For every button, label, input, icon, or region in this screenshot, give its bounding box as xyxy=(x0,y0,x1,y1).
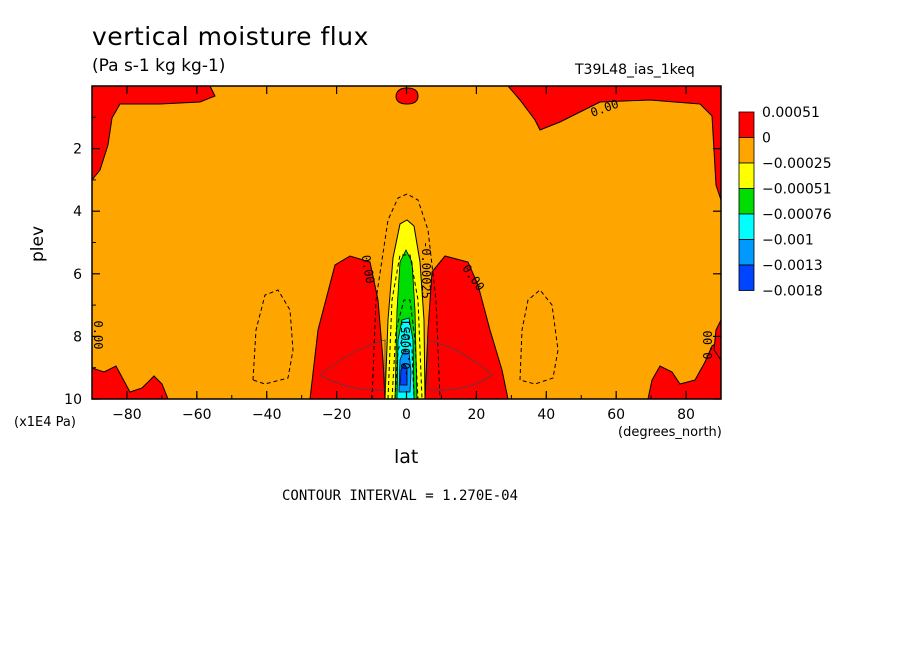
colorbar-swatch xyxy=(738,264,755,291)
positive-inner-contours xyxy=(319,339,493,391)
region-positive-upper-left xyxy=(92,86,216,181)
region-positive-right-lobe xyxy=(424,255,509,399)
colorbar-swatch xyxy=(738,188,755,215)
chart-title: vertical moisture flux xyxy=(92,22,369,51)
region-negative-darkblue xyxy=(399,363,408,386)
region-positive-bottom-left xyxy=(92,365,169,399)
negative-contours xyxy=(252,193,559,399)
contour-label: -0.00051 xyxy=(399,319,413,377)
dataset-label: T39L48_ias_1keq xyxy=(575,62,695,78)
y-axis-unit: (x1E4 Pa) xyxy=(14,415,76,430)
colorbar-label: −0.001 xyxy=(762,233,814,249)
y-tick-label: 2 xyxy=(73,142,82,158)
x-tick-label: −40 xyxy=(252,407,282,423)
x-tick-label: 20 xyxy=(467,407,485,423)
colorbar-label: −0.00025 xyxy=(762,156,832,172)
contour-label: -0.00025 xyxy=(419,241,433,299)
x-tick-label: −80 xyxy=(112,407,142,423)
x-axis-ticks: −80 −60 −40 −20 0 20 40 60 80 xyxy=(91,86,722,423)
contour-interval-note: CONTOUR INTERVAL = 1.270E-04 xyxy=(282,488,519,504)
colorbar-label: −0.0018 xyxy=(762,284,823,300)
contour-label: 0.00 xyxy=(359,254,378,285)
region-positive-top-center xyxy=(395,87,419,105)
y-axis-ticks: 2 4 6 8 10 xyxy=(64,116,721,408)
colorbar-swatch xyxy=(738,162,755,189)
x-tick-label: 40 xyxy=(537,407,555,423)
colorbar: 0.00051 0 −0.00025 −0.00051 −0.00076 −0.001 −0… xyxy=(738,105,832,300)
contour-label: 0.00 xyxy=(701,331,715,360)
contour-label: 0.00 xyxy=(91,321,105,350)
colorbar-label: −0.00051 xyxy=(762,182,832,198)
x-tick-label: −20 xyxy=(322,407,352,423)
x-tick-label: 80 xyxy=(677,407,695,423)
x-axis-label: lat xyxy=(394,446,419,468)
colorbar-label: 0.00051 xyxy=(762,105,820,121)
colorbar-label: −0.00076 xyxy=(762,207,832,223)
y-tick-label: 8 xyxy=(73,329,82,345)
x-tick-label: 0 xyxy=(402,407,411,423)
colorbar-swatch xyxy=(738,213,755,240)
x-tick-label: 60 xyxy=(607,407,625,423)
y-tick-label: 10 xyxy=(64,392,82,408)
region-positive-bottom-right xyxy=(647,339,721,399)
contour-labels: 0.000.00 0.000.00 0.00-0.00025-0.00051 xyxy=(91,97,715,377)
x-axis-unit: (degrees_north) xyxy=(618,425,722,440)
region-positive-left-lobe xyxy=(309,255,386,399)
colorbar-swatch xyxy=(738,111,755,138)
colorbar-label: −0.0013 xyxy=(762,258,823,274)
x-tick-label: −60 xyxy=(182,407,212,423)
chart-subtitle: (Pa s-1 kg kg-1) xyxy=(92,56,226,76)
y-tick-label: 4 xyxy=(73,204,82,220)
colorbar-swatch xyxy=(738,239,755,266)
region-positive-right-edge xyxy=(713,319,721,361)
y-tick-label: 6 xyxy=(73,267,82,283)
region-positive-upper-right xyxy=(507,86,721,201)
colorbar-swatch xyxy=(738,137,755,164)
colorbar-label: 0 xyxy=(762,131,771,147)
